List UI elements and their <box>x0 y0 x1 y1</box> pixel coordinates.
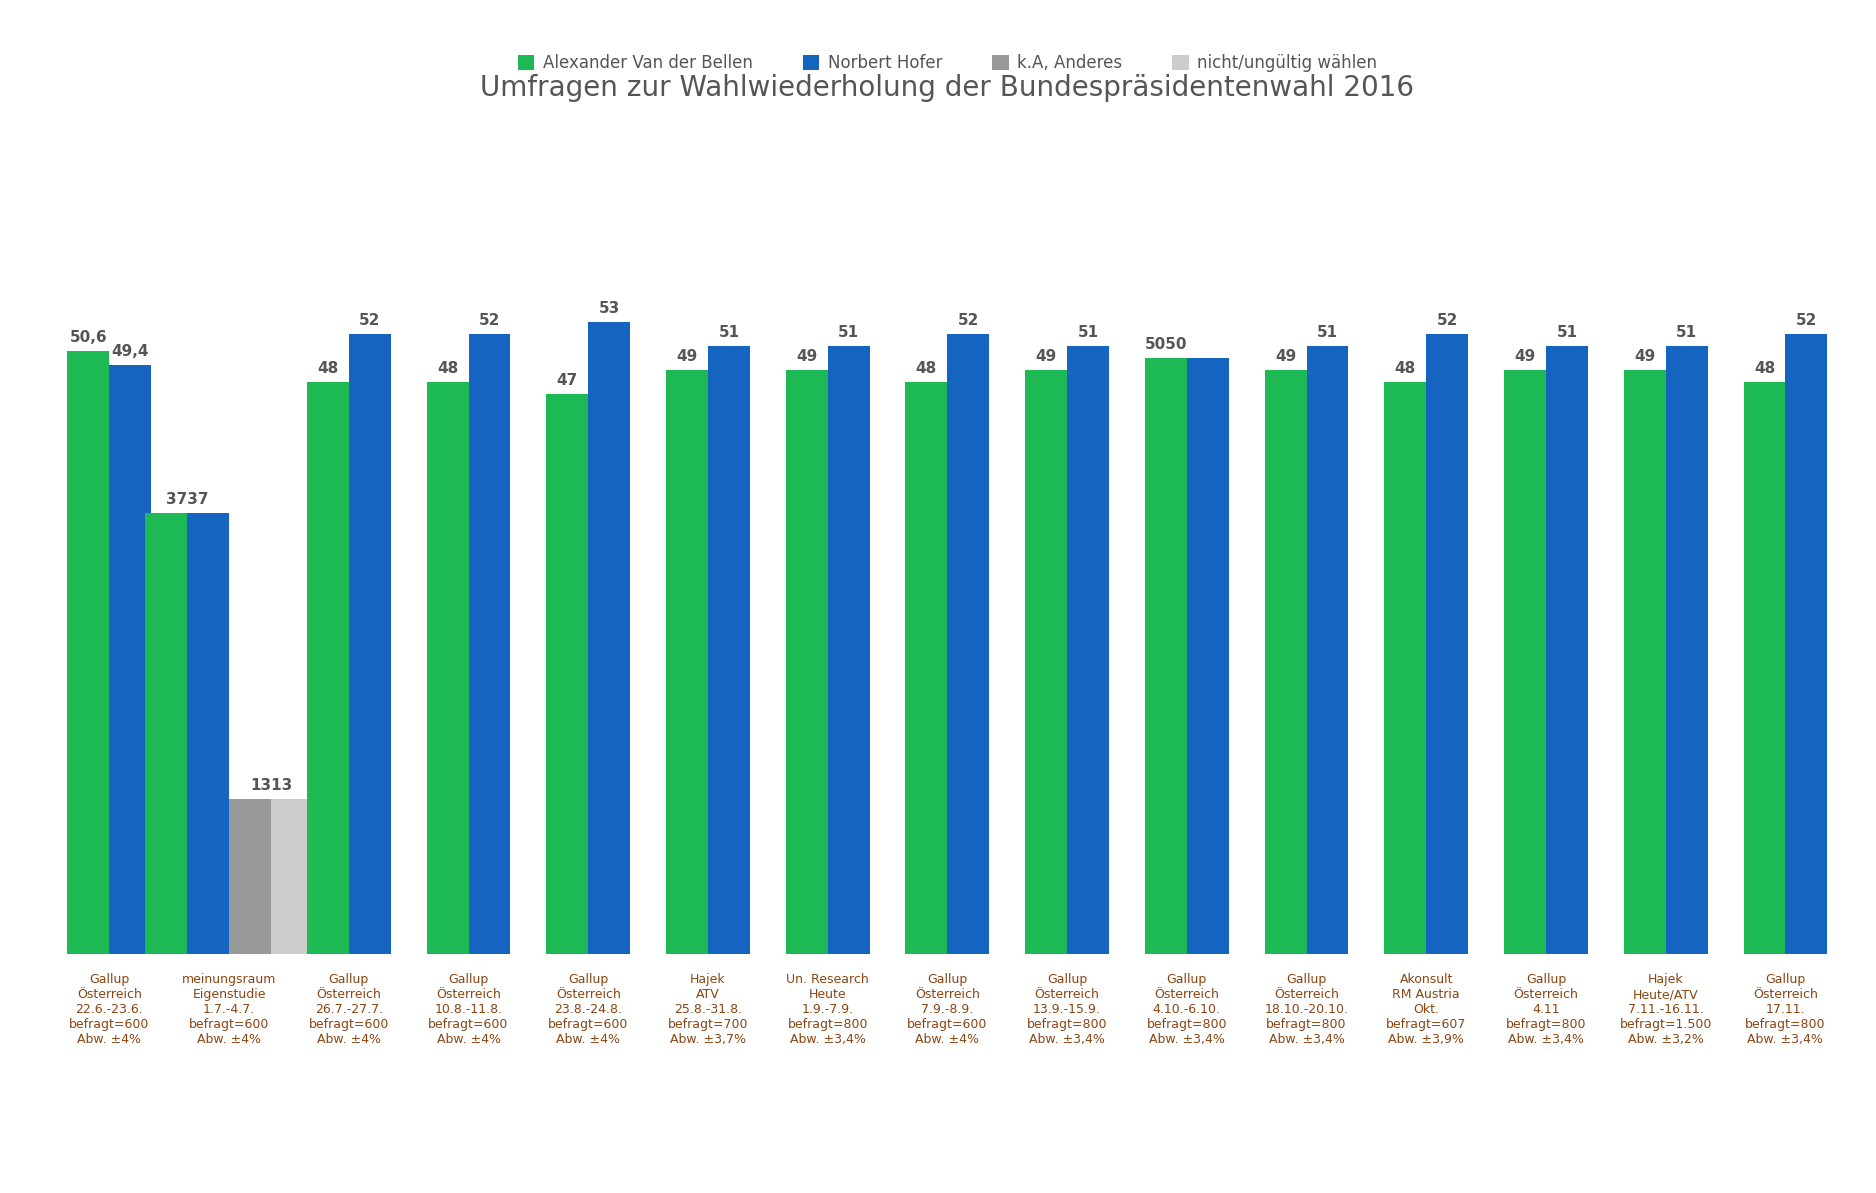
Bar <box>546 394 589 954</box>
Text: 51: 51 <box>1317 324 1338 340</box>
Text: 51: 51 <box>839 324 859 340</box>
Bar <box>349 334 390 954</box>
Bar <box>589 322 630 954</box>
Text: 52: 52 <box>1437 313 1458 328</box>
Text: 48: 48 <box>317 360 338 376</box>
Bar <box>1306 346 1349 954</box>
Text: 48: 48 <box>1394 360 1416 376</box>
Text: 52: 52 <box>957 313 979 328</box>
Text: 50,6: 50,6 <box>69 329 107 345</box>
Text: 49: 49 <box>677 348 698 364</box>
Bar <box>469 334 510 954</box>
Bar <box>947 334 989 954</box>
Bar <box>1024 370 1067 954</box>
Text: 48: 48 <box>1754 360 1775 376</box>
Text: 49,4: 49,4 <box>111 344 148 359</box>
Bar <box>144 513 188 954</box>
Bar <box>426 382 469 954</box>
Text: 51: 51 <box>1557 324 1578 340</box>
Text: 3737: 3737 <box>165 492 208 507</box>
Bar <box>827 346 870 954</box>
Text: 52: 52 <box>478 313 501 328</box>
Text: 49: 49 <box>1514 348 1536 364</box>
Bar <box>188 513 229 954</box>
Bar <box>68 351 109 954</box>
Bar <box>1384 382 1426 954</box>
Bar <box>1067 346 1109 954</box>
Text: 49: 49 <box>1036 348 1056 364</box>
Bar <box>1426 334 1469 954</box>
Text: 51: 51 <box>1077 324 1099 340</box>
Bar <box>1264 370 1306 954</box>
Bar <box>666 370 707 954</box>
Bar <box>1786 334 1827 954</box>
Text: 48: 48 <box>437 360 458 376</box>
Bar <box>1625 370 1666 954</box>
Text: 49: 49 <box>1276 348 1296 364</box>
Bar <box>229 799 270 954</box>
Bar <box>1188 358 1229 954</box>
Bar <box>786 370 827 954</box>
Bar <box>1546 346 1587 954</box>
Bar <box>707 346 750 954</box>
Text: 5050: 5050 <box>1144 336 1188 352</box>
Bar <box>1144 358 1188 954</box>
Title: Umfragen zur Wahlwiederholung der Bundespräsidentenwahl 2016: Umfragen zur Wahlwiederholung der Bundes… <box>480 74 1415 101</box>
Text: 52: 52 <box>1795 313 1818 328</box>
Text: 49: 49 <box>795 348 818 364</box>
Legend: Alexander Van der Bellen, Norbert Hofer, k.A, Anderes, nicht/ungültig wählen: Alexander Van der Bellen, Norbert Hofer,… <box>510 48 1384 79</box>
Bar <box>308 382 349 954</box>
Bar <box>109 365 152 954</box>
Text: 53: 53 <box>598 301 619 316</box>
Text: 1313: 1313 <box>250 778 293 793</box>
Text: 51: 51 <box>1675 324 1698 340</box>
Bar <box>1743 382 1786 954</box>
Bar <box>906 382 947 954</box>
Text: 51: 51 <box>719 324 739 340</box>
Bar <box>1666 346 1707 954</box>
Text: 48: 48 <box>915 360 936 376</box>
Bar <box>270 799 313 954</box>
Bar <box>1505 370 1546 954</box>
Text: 47: 47 <box>557 372 578 388</box>
Text: 52: 52 <box>358 313 381 328</box>
Text: 49: 49 <box>1634 348 1655 364</box>
